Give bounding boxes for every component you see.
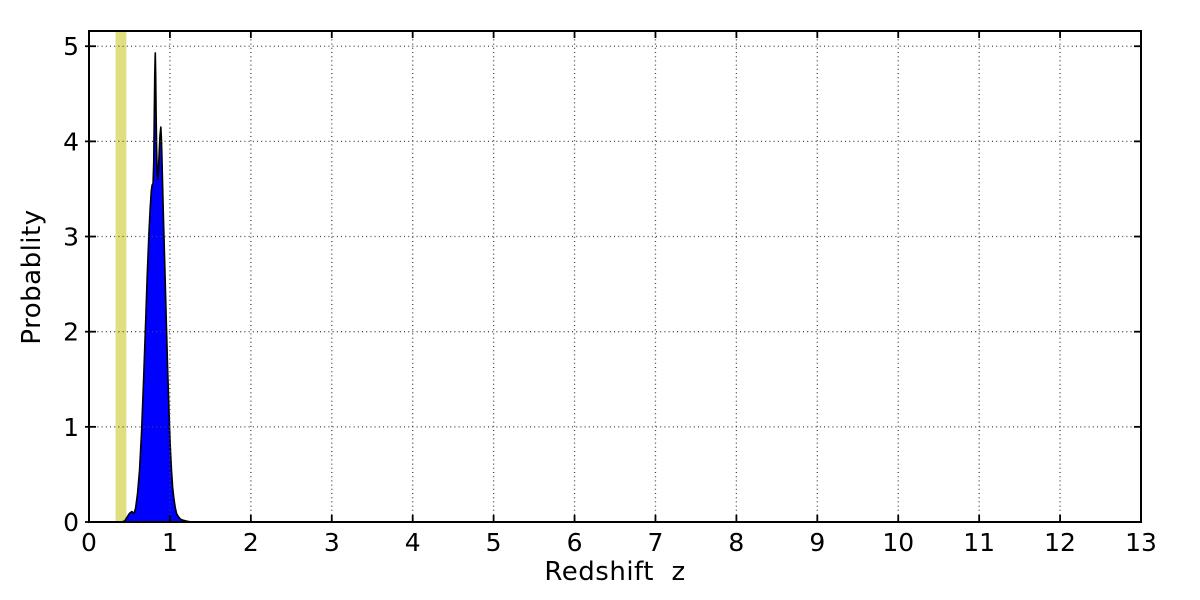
x-tick-label: 11 bbox=[963, 528, 995, 557]
redshift-probability-density bbox=[88, 52, 1142, 523]
y-tick-label: 3 bbox=[63, 223, 79, 252]
x-tick-label: 7 bbox=[648, 528, 664, 557]
x-tick-label: 1 bbox=[162, 528, 178, 557]
x-tick-label: 13 bbox=[1125, 528, 1157, 557]
x-tick-label: 10 bbox=[882, 528, 914, 557]
redshift-marker-band bbox=[115, 31, 127, 522]
y-tick-label: 4 bbox=[63, 127, 79, 156]
x-axis-label: Redshift z bbox=[544, 557, 686, 587]
y-tick-label: 5 bbox=[63, 32, 79, 61]
y-axis-label: Probablity bbox=[17, 209, 47, 345]
plot-border bbox=[88, 30, 1142, 523]
y-tick-label: 2 bbox=[63, 318, 79, 347]
y-tick-label: 1 bbox=[63, 413, 79, 442]
x-tick-label: 4 bbox=[405, 528, 421, 557]
x-tick-label: 2 bbox=[243, 528, 259, 557]
x-tick-label: 9 bbox=[809, 528, 825, 557]
x-tick-label: 5 bbox=[486, 528, 502, 557]
x-tick-label: 6 bbox=[567, 528, 583, 557]
x-tick-label: 3 bbox=[324, 528, 340, 557]
x-tick-label: 12 bbox=[1044, 528, 1076, 557]
y-tick-label: 0 bbox=[63, 508, 79, 537]
x-tick-label: 8 bbox=[728, 528, 744, 557]
x-tick-label: 0 bbox=[81, 528, 97, 557]
